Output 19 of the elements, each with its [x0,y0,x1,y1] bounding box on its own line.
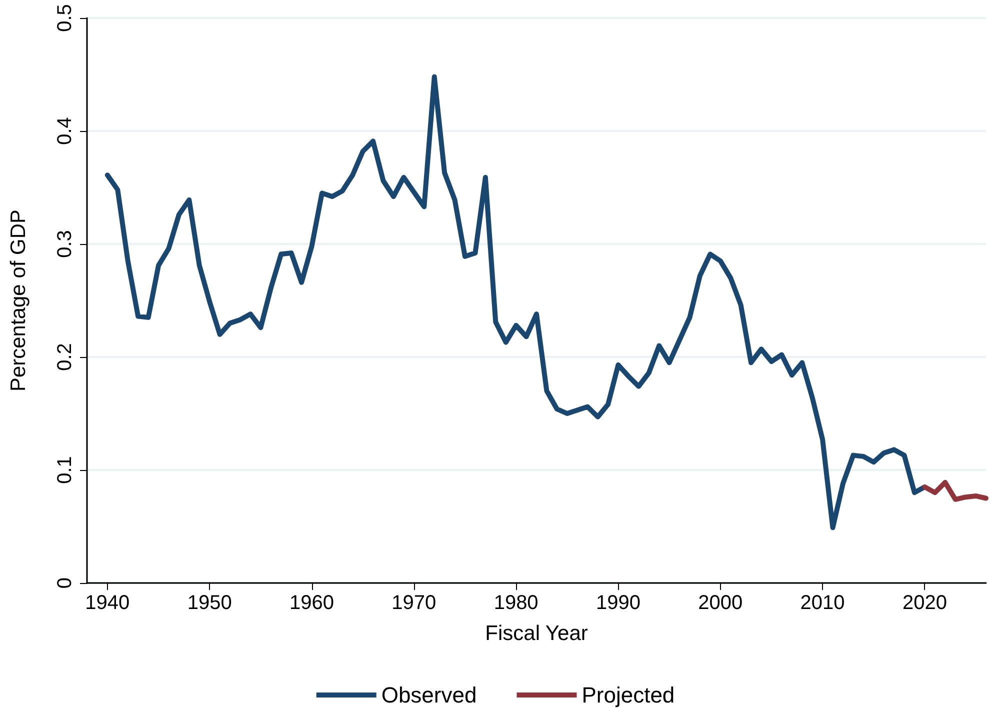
x-tick-label: 1940 [85,592,130,614]
x-tick-label: 1980 [494,592,538,614]
y-tick-label: 0.1 [54,456,76,484]
y-axis-title: Percentage of GDP [7,209,30,392]
x-tick-label: 1990 [596,592,640,614]
y-tick-label: 0.2 [54,343,76,371]
y-tick-label: 0.3 [54,230,76,258]
x-tick-label: 1950 [187,592,232,614]
x-tick-label: 2000 [698,592,743,614]
x-tick-label: 2010 [800,592,845,614]
legend-label: Projected [582,682,675,708]
legend-label: Observed [381,682,477,708]
y-tick-label: 0 [54,577,76,589]
x-tick-label: 1960 [290,592,334,614]
y-tick-label: 0.4 [54,117,76,145]
y-tick-label: 0.5 [54,4,76,32]
x-tick-label: 1970 [392,592,436,614]
x-axis-title: Fiscal Year [485,622,588,645]
x-tick-label: 2020 [902,592,947,614]
